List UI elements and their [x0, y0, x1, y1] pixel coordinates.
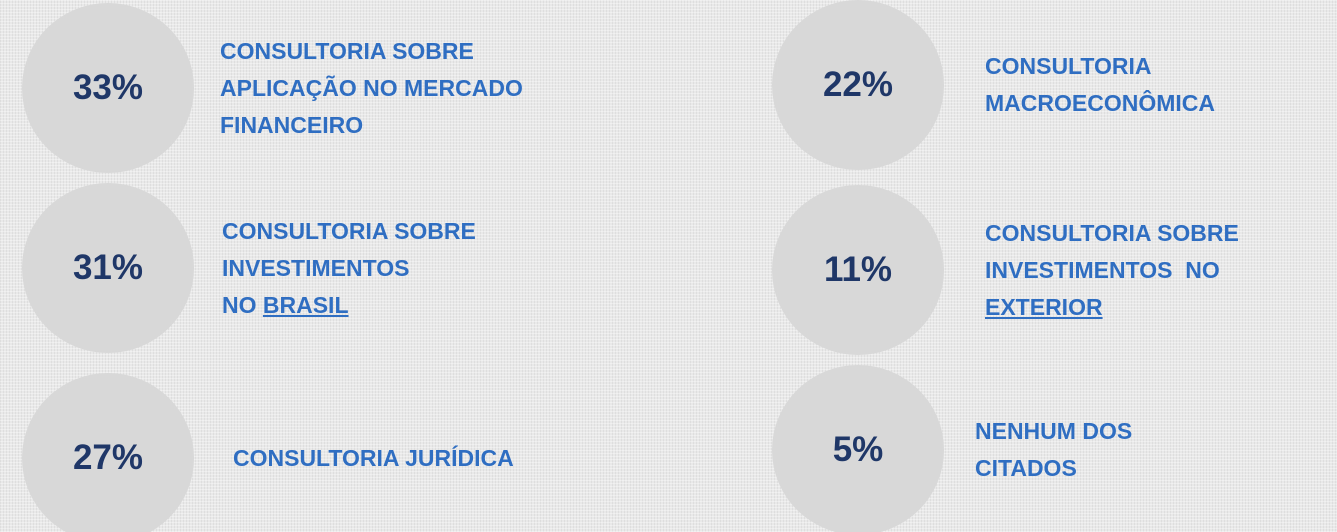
label-line: CONSULTORIA SOBRE	[985, 215, 1239, 252]
circle	[772, 0, 944, 170]
label: CONSULTORIA JURÍDICA	[233, 440, 514, 477]
circle	[772, 365, 944, 532]
percent: 5%	[832, 430, 884, 469]
label-line: NENHUM DOS	[975, 413, 1132, 450]
label-line: CONSULTORIA	[985, 48, 1215, 85]
label-text: CONSULTORIA SOBRE	[220, 37, 474, 64]
label-line: INVESTIMENTOS	[222, 250, 476, 287]
label-text: INVESTIMENTOS	[222, 254, 410, 281]
circle	[22, 183, 194, 353]
label-text: CONSULTORIA JURÍDICA	[233, 444, 514, 471]
label-text: FINANCEIRO	[220, 111, 364, 138]
label-text: NENHUM DOS	[975, 418, 1133, 444]
label-line: NO BRASIL	[222, 287, 476, 324]
percent: 31%	[72, 248, 144, 287]
label: CONSULTORIA SOBRE INVESTIMENTOS NO EXTERIO…	[985, 215, 1239, 326]
label-text: NO	[222, 291, 263, 318]
label-text: EXTERIOR	[985, 293, 1103, 320]
label-text: MACROECONÔMICA	[985, 90, 1215, 116]
label-line: CITADOS	[975, 450, 1132, 487]
label-line: EXTERIOR	[985, 289, 1239, 326]
label-text: CONSULTORIA SOBRE	[985, 219, 1239, 246]
label-line: CONSULTORIA JURÍDICA	[233, 440, 514, 477]
label-line: CONSULTORIA SOBRE	[220, 33, 523, 70]
label-line: APLICAÇÃO NO MERCADO	[220, 70, 523, 107]
label-text: BRASIL	[262, 291, 349, 318]
label: NENHUM DOS CITADOS	[975, 413, 1132, 487]
percent: 22%	[822, 65, 894, 104]
label: CONSULTORIA SOBRE INVESTIMENTOS NO BRASIL	[222, 213, 476, 324]
percent: 33%	[72, 68, 144, 107]
percent: 27%	[72, 438, 144, 477]
label: CONSULTORIA SOBRE APLICAÇÃO NO MERCADO FIN…	[220, 33, 523, 144]
label-line: FINANCEIRO	[220, 107, 523, 144]
label-text: CONSULTORIA	[985, 53, 1152, 79]
circle	[22, 3, 194, 173]
percent: 11%	[823, 250, 893, 289]
label-text: INVESTIMENTOS NO	[985, 256, 1220, 283]
label: CONSULTORIA MACROECONÔMICA	[985, 48, 1215, 122]
label-line: MACROECONÔMICA	[985, 85, 1215, 122]
label-text: APLICAÇÃO NO MERCADO	[220, 74, 523, 101]
label-text: CONSULTORIA SOBRE	[222, 217, 476, 244]
circle	[22, 373, 194, 532]
circle	[772, 185, 944, 355]
label-line: CONSULTORIA SOBRE	[222, 213, 476, 250]
label-text: CITADOS	[975, 455, 1077, 481]
label-line: INVESTIMENTOS NO	[985, 252, 1239, 289]
